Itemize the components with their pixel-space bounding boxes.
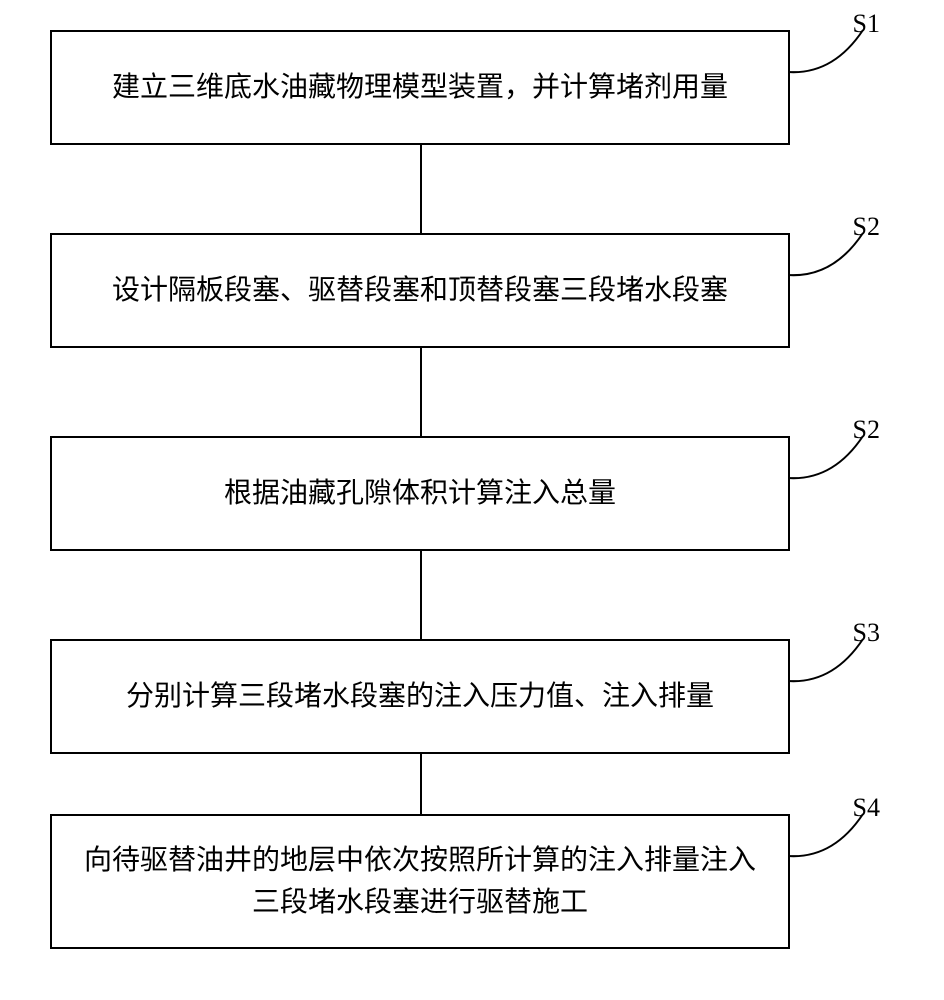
label-arc-icon <box>788 223 878 283</box>
flow-step-2: 设计隔板段塞、驱替段塞和顶替段塞三段堵水段塞 S2 <box>50 233 790 348</box>
flowchart-container: 建立三维底水油藏物理模型装置，并计算堵剂用量 S1 设计隔板段塞、驱替段塞和顶替… <box>50 30 894 949</box>
flow-connector <box>420 145 422 233</box>
flow-connector <box>420 551 422 639</box>
flow-step-5: 向待驱替油井的地层中依次按照所计算的注入排量注入三段堵水段塞进行驱替施工 S4 <box>50 814 790 949</box>
flow-connector <box>420 348 422 436</box>
flow-step-3: 根据油藏孔隙体积计算注入总量 S2 <box>50 436 790 551</box>
label-arc-icon <box>788 804 878 864</box>
flow-step-text: 分别计算三段堵水段塞的注入压力值、注入排量 <box>126 676 714 718</box>
flow-step-text: 建立三维底水油藏物理模型装置，并计算堵剂用量 <box>112 67 728 109</box>
flow-step-text: 根据油藏孔隙体积计算注入总量 <box>224 473 616 515</box>
flow-step-text: 设计隔板段塞、驱替段塞和顶替段塞三段堵水段塞 <box>112 270 728 312</box>
flow-connector <box>420 754 422 814</box>
label-arc-icon <box>788 426 878 486</box>
label-arc-icon <box>788 20 878 80</box>
flow-step-text: 向待驱替油井的地层中依次按照所计算的注入排量注入三段堵水段塞进行驱替施工 <box>82 840 758 924</box>
label-arc-icon <box>788 629 878 689</box>
flow-step-1: 建立三维底水油藏物理模型装置，并计算堵剂用量 S1 <box>50 30 790 145</box>
flow-step-4: 分别计算三段堵水段塞的注入压力值、注入排量 S3 <box>50 639 790 754</box>
